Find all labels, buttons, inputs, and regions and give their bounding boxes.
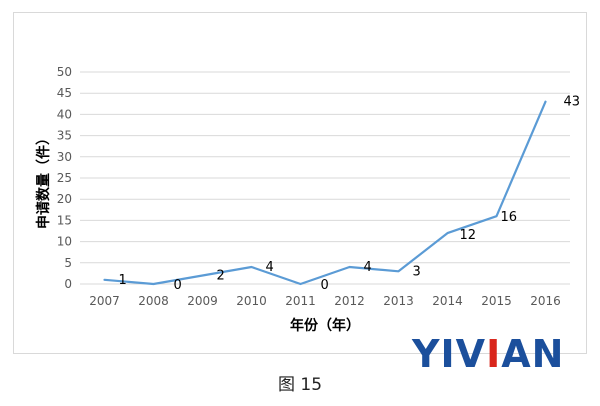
y-axis-title: 申请数量（件） [35,131,52,229]
x-tick-label-2007: 2007 [89,294,120,308]
figure-caption: 图 15 [277,375,323,395]
y-tick-label-30: 30 [57,150,72,164]
watermark-letter: I [486,332,502,376]
watermark-logo: YIVIAN [412,335,564,373]
x-tick-label-2011: 2011 [285,294,316,308]
watermark-letter: Y [412,332,441,376]
y-tick-label-50: 50 [57,65,72,79]
y-tick-label-35: 35 [57,129,72,143]
x-tick-label-2009: 2009 [187,294,218,308]
data-label-2010: 4 [266,260,274,275]
y-tick-label-10: 10 [57,235,72,249]
y-tick-label-40: 40 [57,107,72,121]
watermark-letter: N [531,332,565,376]
data-label-2014: 12 [460,228,477,243]
data-label-2015: 16 [501,210,518,225]
x-tick-label-2010: 2010 [236,294,267,308]
watermark-letter: V [455,332,487,376]
y-tick-label-20: 20 [57,192,72,206]
y-tick-label-25: 25 [57,171,72,185]
y-tick-label-5: 5 [64,256,72,270]
series-line [103,100,547,286]
data-label-2009: 2 [217,269,225,284]
x-axis-title: 年份（年） [290,317,360,334]
x-tick-label-2014: 2014 [432,294,463,308]
data-label-2007: 1 [119,273,127,288]
data-label-2012: 4 [364,260,372,275]
y-tick-label-45: 45 [57,86,72,100]
x-tick-label-2012: 2012 [334,294,365,308]
data-label-2013: 3 [413,264,421,279]
x-tick-label-2013: 2013 [383,294,414,308]
x-tick-label-2015: 2015 [481,294,512,308]
y-tick-label-15: 15 [57,213,72,227]
chart-frame [13,12,587,354]
data-label-2008: 0 [174,278,182,293]
y-tick-label-0: 0 [64,277,72,291]
watermark-letter: A [501,332,532,376]
data-label-2011: 0 [321,278,329,293]
x-tick-label-2008: 2008 [138,294,169,308]
x-tick-label-2016: 2016 [530,294,561,308]
watermark-letter: I [440,332,456,376]
data-label-2016: 43 [564,95,581,110]
